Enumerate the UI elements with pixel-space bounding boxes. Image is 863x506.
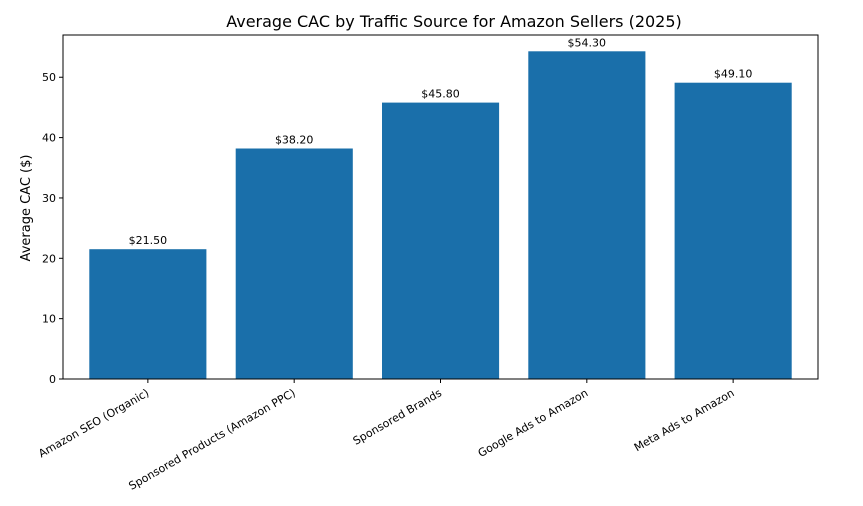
y-tick-label: 20 <box>42 252 56 265</box>
bars-layer: $21.50 $38.20 $45.80 $54.30 $49.10 <box>89 36 792 380</box>
bar-value-label: $21.50 <box>129 234 168 247</box>
bar <box>235 148 353 379</box>
x-tick-label: Sponsored Products (Amazon PPC) <box>127 386 298 492</box>
x-tick-label: Meta Ads to Amazon <box>632 386 737 454</box>
bar-value-label: $38.20 <box>275 134 314 147</box>
x-tick-label: Google Ads to Amazon <box>476 386 591 460</box>
bar <box>382 102 500 379</box>
x-tick-label: Amazon SEO (Organic) <box>36 386 151 460</box>
bar-value-label: $49.10 <box>714 68 753 81</box>
bar <box>674 82 792 379</box>
y-tick-label: 0 <box>49 373 56 386</box>
plot-frame <box>62 34 819 380</box>
y-tick-label: 50 <box>42 71 56 84</box>
chart-title: Average CAC by Traffic Source for Amazon… <box>226 12 682 31</box>
y-tick-label: 10 <box>42 313 56 326</box>
bar <box>528 51 646 380</box>
y-tick-label: 40 <box>42 132 56 145</box>
x-tick-label: Sponsored Brands <box>351 386 444 447</box>
bar-value-label: $54.30 <box>568 36 607 49</box>
y-axis-label: Average CAC ($) <box>19 155 34 262</box>
bar-value-label: $45.80 <box>421 88 460 101</box>
bar <box>89 249 207 379</box>
y-tick-label: 30 <box>42 192 56 205</box>
